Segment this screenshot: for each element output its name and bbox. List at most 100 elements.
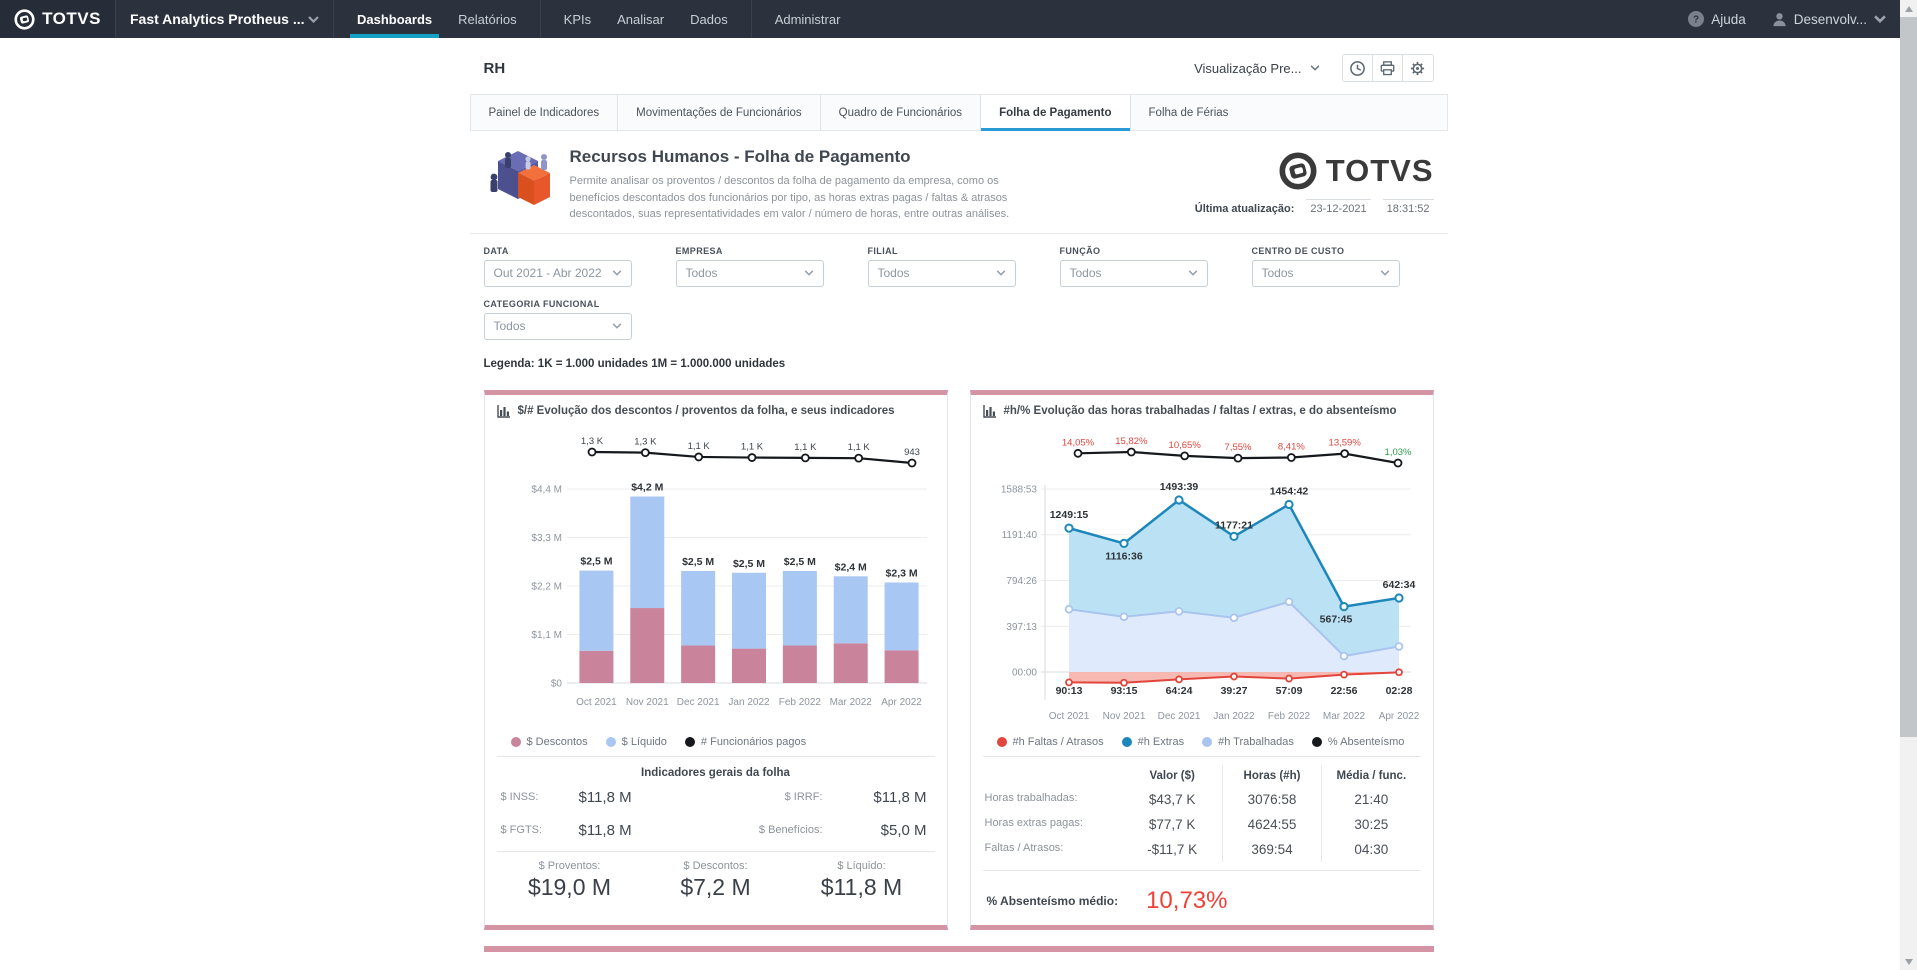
legend-item-liquido[interactable]: $ Líquido (605, 735, 667, 748)
total-descontos: $ Descontos: $7,2 M (643, 860, 789, 901)
hours-media: 30:25 (1321, 811, 1420, 837)
filter-select-categoria-funcional[interactable]: Todos (483, 312, 632, 340)
filter-data: DATA Out 2021 - Abr 2022 (483, 246, 632, 287)
legend-label: #h Faltas / Atrasos (1012, 735, 1104, 748)
svg-text:Nov 2021: Nov 2021 (1102, 711, 1145, 722)
legend-dot (684, 736, 695, 747)
filter-bar: DATA Out 2021 - Abr 2022 EMPRESA Todos FILIA… (470, 234, 1448, 340)
filter-select-centro-de-custo[interactable]: Todos (1251, 259, 1400, 287)
page-toolbar (1341, 54, 1434, 82)
hours-summary: Valor ($) Horas (#h) Média / func. Horas tr… (982, 755, 1421, 917)
filter-label: CENTRO DE CUSTO (1251, 245, 1345, 256)
nav-item-dashboards[interactable]: Dashboards (344, 0, 445, 38)
totvs-logo-text: TOTVS (1325, 153, 1434, 188)
chevron-down-icon (1188, 270, 1197, 276)
payroll-chart-title: $/# Evolução dos descontos / proventos d… (517, 405, 895, 417)
svg-text:Jan 2022: Jan 2022 (728, 697, 770, 708)
tab-quadro-de-funcionarios[interactable]: Quadro de Funcionários (821, 95, 982, 130)
svg-text:$1,1 M: $1,1 M (531, 630, 562, 641)
svg-text:397:13: 397:13 (1006, 621, 1037, 632)
filter-select-funcao[interactable]: Todos (1059, 259, 1208, 287)
scroll-down-arrow[interactable] (1900, 953, 1917, 970)
legend-dot (1311, 736, 1322, 747)
view-selector[interactable]: Visualização Pre... (1194, 61, 1319, 76)
legend-label: $ Líquido (621, 735, 667, 748)
schedule-button[interactable] (1342, 55, 1373, 81)
indicator-value: $11,8 M (578, 821, 632, 839)
svg-text:7,55%: 7,55% (1224, 442, 1251, 453)
svg-text:1,1 K: 1,1 K (794, 441, 817, 452)
nav-item-relatorios[interactable]: Relatórios (458, 11, 517, 27)
tab-painel-de-indicadores[interactable]: Painel de Indicadores (471, 95, 619, 130)
chevron-down-icon (612, 323, 621, 329)
legend-dot (510, 736, 521, 747)
hours-chart-legend: #h Faltas / Atrasos #h Extras #h Trabalhad… (983, 732, 1421, 750)
filter-select-empresa[interactable]: Todos (675, 259, 824, 287)
legend-item-h-faltas-atrasos[interactable]: #h Faltas / Atrasos (996, 735, 1104, 748)
next-card-top-border (483, 945, 1434, 952)
filter-label: CATEGORIA FUNCIONAL (483, 298, 600, 309)
employees-paid-line-chart: 1,3 K 1,3 K 1,1 K 1,1 K 1,1 K 1,1 K 943 (580, 436, 919, 467)
legend-item-h-trabalhadas[interactable]: #h Trabalhadas (1202, 736, 1294, 748)
topnav-menu: Dashboards Relatórios KPIs Analisar Dados Adm… (334, 0, 863, 38)
total-value: $7,2 M (680, 873, 751, 900)
help-button[interactable]: ? Ajuda (1688, 11, 1746, 27)
scroll-up-arrow[interactable] (1900, 0, 1917, 17)
totvs-mark-icon (1279, 152, 1317, 190)
filter-select-filial[interactable]: Todos (867, 259, 1016, 287)
scrollbar-thumb[interactable] (1900, 17, 1917, 737)
filter-categoria-funcional: CATEGORIA FUNCIONAL Todos (483, 298, 632, 340)
nav-item-administrar[interactable]: Administrar (774, 11, 841, 27)
hr-illustration (490, 151, 550, 205)
svg-text:$4,4 M: $4,4 M (531, 484, 562, 495)
indicator-label: $ INSS: (500, 791, 539, 803)
filter-select-data[interactable]: Out 2021 - Abr 2022 (483, 259, 632, 287)
svg-text:$3,3 M: $3,3 M (531, 533, 562, 544)
hours-col-header (983, 765, 1123, 787)
filter-value: Todos (1261, 266, 1294, 280)
legend-item-funcionarios-pagos[interactable]: # Funcionários pagos (684, 736, 806, 748)
nav-item-dados[interactable]: Dados (690, 11, 728, 27)
svg-text:1,1 K: 1,1 K (740, 441, 763, 452)
payroll-indicators: $ INSS: $11,8 M $ IRRF: $11,8 M $ FGTS: $11,8… (497, 787, 935, 851)
totvs-home-logo[interactable]: TOTVS (0, 0, 116, 38)
dashboard-content: RH Visualização Pre... (469, 38, 1448, 952)
settings-button[interactable] (1402, 55, 1433, 81)
svg-text:$0: $0 (550, 678, 562, 689)
vertical-scrollbar[interactable] (1900, 0, 1917, 970)
filter-funcao: FUNÇÃO Todos (1059, 246, 1208, 287)
tab-folha-de-ferias[interactable]: Folha de Férias (1148, 106, 1229, 119)
svg-text:Mar 2022: Mar 2022 (829, 697, 872, 708)
user-menu[interactable]: Desenvolv... (1772, 12, 1886, 27)
last-update-date: 23-12-2021 (1306, 199, 1371, 215)
total-proventos: $ Proventos: $19,0 M (497, 860, 643, 901)
legend-item-descontos[interactable]: $ Descontos (510, 736, 588, 748)
svg-text:$2,5 M: $2,5 M (732, 557, 764, 569)
svg-text:1116:36: 1116:36 (1105, 550, 1143, 562)
nav-item-kpis[interactable]: KPIs (563, 11, 592, 27)
filter-label: FILIAL (867, 245, 898, 256)
chevron-down-icon (804, 270, 813, 276)
tab-folha-de-pagamento[interactable]: Folha de Pagamento (981, 95, 1131, 131)
totvs-mark-icon (14, 8, 35, 30)
svg-text:1,1 K: 1,1 K (847, 442, 870, 453)
payroll-totals: $ Proventos: $19,0 M $ Descontos: $7,2 M $ L… (496, 850, 935, 901)
svg-text:1191:40: 1191:40 (1001, 530, 1037, 541)
workspace-selector[interactable]: Fast Analytics Protheus ... (116, 0, 334, 38)
tab-movimentacoes-de-funcionarios[interactable]: Movimentações de Funcionários (618, 95, 821, 130)
svg-text:Dec 2021: Dec 2021 (676, 697, 719, 708)
hours-valor: $77,7 K (1148, 816, 1196, 832)
bar-chart-icon (496, 404, 510, 418)
chevron-down-icon (1380, 270, 1389, 276)
hours-media: 21:40 (1321, 786, 1420, 812)
nav-item-analisar[interactable]: Analisar (617, 11, 665, 27)
legend-item-absenteismo[interactable]: % Absenteísmo (1311, 735, 1405, 748)
indicator-label: $ FGTS: (500, 824, 543, 836)
legend-item-h-extras[interactable]: #h Extras (1121, 736, 1184, 748)
bar-chart-icon (982, 404, 996, 418)
legend-label: % Absenteísmo (1327, 735, 1405, 748)
hours-card-title: #h/% Evolução das horas trabalhadas / fa… (982, 404, 1421, 418)
print-button[interactable] (1372, 55, 1403, 81)
indicator-label: $ IRRF: (784, 791, 823, 803)
filter-row: CATEGORIA FUNCIONAL Todos (483, 298, 1434, 340)
